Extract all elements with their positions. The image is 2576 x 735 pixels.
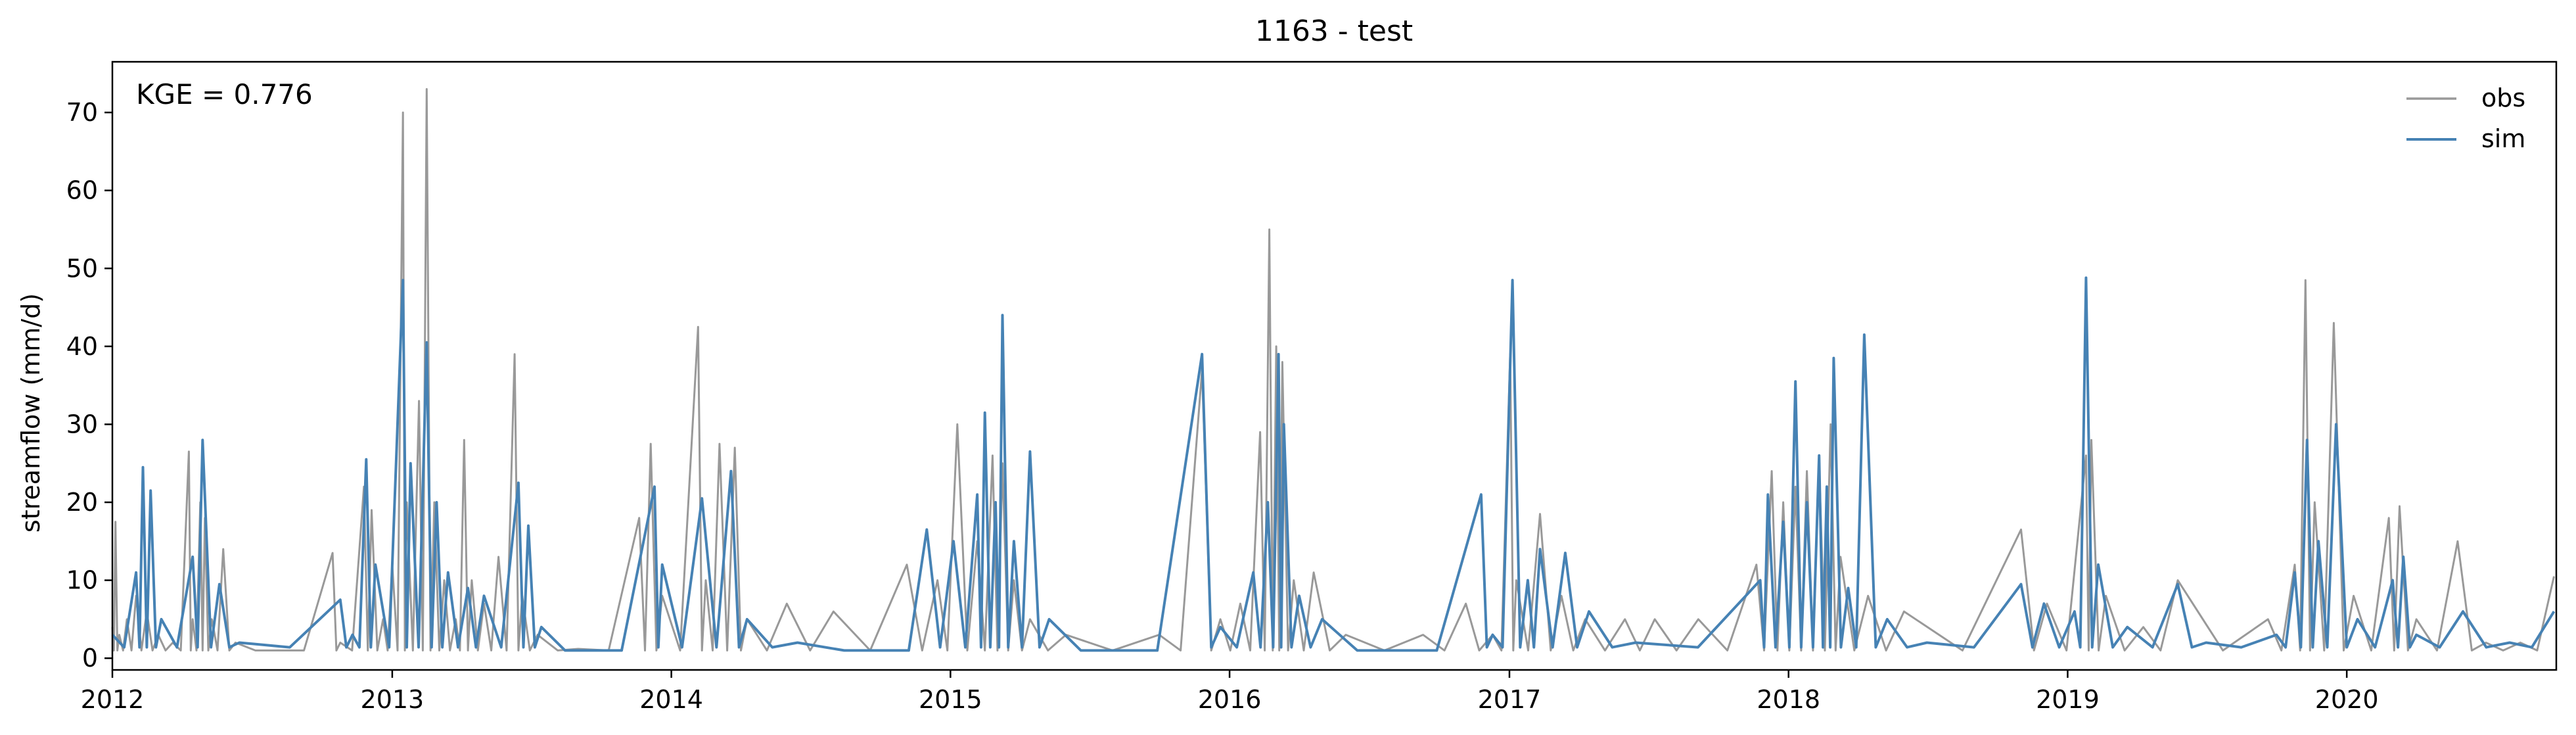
y-tick-label-30: 30 (66, 410, 98, 439)
legend-sim-label: sim (2481, 124, 2525, 153)
series-line-sim (111, 276, 2556, 652)
y-tick-label-40: 40 (66, 332, 98, 361)
x-tick-label-2016: 2016 (1198, 685, 1262, 714)
x-tick-label-2015: 2015 (919, 685, 982, 714)
series-layer (111, 88, 2556, 652)
legend-obs-label: obs (2481, 83, 2525, 112)
y-tick-label-20: 20 (66, 488, 98, 517)
series-line-obs (111, 88, 2555, 652)
x-tick-label-2012: 2012 (81, 685, 145, 714)
chart-title: 1163 - test (1255, 14, 1413, 48)
legend: obs sim (2406, 83, 2525, 153)
y-tick-label-70: 70 (66, 98, 98, 127)
ticks-layer: 0 10 20 30 40 50 60 70 2012 2013 2014 2015 2016 2017 2… (66, 98, 2379, 714)
x-tick-label-2017: 2017 (1478, 685, 1542, 714)
y-tick-label-60: 60 (66, 176, 98, 205)
plot-frame (111, 60, 2558, 671)
y-tick-label-10: 10 (66, 566, 98, 595)
y-tick-label-50: 50 (66, 254, 98, 283)
x-tick-label-2013: 2013 (361, 685, 425, 714)
y-axis-label: streamflow (mm/d) (16, 293, 45, 533)
x-tick-label-2020: 2020 (2315, 685, 2379, 714)
y-tick-label-0: 0 (82, 644, 98, 673)
x-tick-label-2014: 2014 (639, 685, 703, 714)
x-tick-label-2018: 2018 (1757, 685, 1820, 714)
kge-annotation: KGE = 0.776 (136, 78, 313, 110)
x-tick-label-2019: 2019 (2036, 685, 2100, 714)
